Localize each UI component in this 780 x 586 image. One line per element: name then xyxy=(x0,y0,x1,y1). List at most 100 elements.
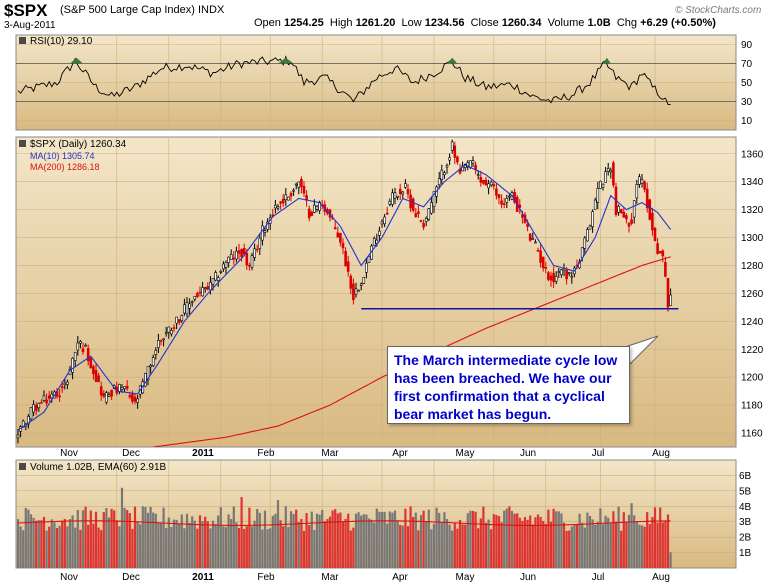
price-candle xyxy=(211,277,215,285)
month-label: Apr xyxy=(392,572,408,583)
volume-bar xyxy=(232,506,235,568)
volume-bar xyxy=(248,507,251,568)
price-candle xyxy=(456,156,459,163)
volume-bar xyxy=(84,506,87,568)
price-candle xyxy=(352,283,355,301)
price-candle xyxy=(383,216,386,225)
price-candle xyxy=(526,223,529,227)
price-candle xyxy=(224,261,228,268)
price-candle xyxy=(214,272,217,281)
rsi-overbought-fill xyxy=(603,57,611,64)
price-candle xyxy=(601,183,605,188)
volume-bar xyxy=(321,509,324,568)
volume-bar xyxy=(206,521,209,568)
price-candle xyxy=(492,184,496,187)
volume-bar xyxy=(555,511,558,568)
volume-bar xyxy=(435,507,438,568)
rsi-tick-label: 10 xyxy=(741,116,753,127)
price-candle xyxy=(287,196,290,201)
volume-bar xyxy=(50,519,53,568)
price-candle xyxy=(29,407,33,420)
price-candle xyxy=(362,277,366,284)
price-candle xyxy=(539,250,542,263)
volume-bar xyxy=(261,529,264,568)
price-candle xyxy=(448,157,451,161)
price-candle xyxy=(669,294,672,306)
price-candle xyxy=(346,261,350,272)
price-candle xyxy=(593,199,597,210)
volume-bar xyxy=(503,510,506,568)
price-candle xyxy=(658,251,662,254)
price-candle xyxy=(497,194,501,199)
price-candle xyxy=(643,181,646,190)
volume-bar xyxy=(274,513,277,568)
price-candle xyxy=(245,252,249,266)
price-candle xyxy=(229,254,233,260)
price-candle xyxy=(333,227,337,230)
volume-bar xyxy=(123,507,126,568)
volume-bar xyxy=(596,521,599,568)
volume-bar xyxy=(102,512,105,568)
price-candle xyxy=(123,386,126,389)
volume-label: Volume 1.02B, EMA(60) 2.91B xyxy=(30,462,167,473)
volume-bar xyxy=(443,512,446,568)
price-tick-label: 1320 xyxy=(741,205,764,216)
price-candle xyxy=(172,327,176,329)
volume-bar xyxy=(396,520,399,568)
volume-bar xyxy=(139,524,142,568)
price-candle xyxy=(89,357,93,369)
volume-bar xyxy=(336,513,339,568)
price-candle xyxy=(359,283,363,286)
price-candle xyxy=(482,179,485,184)
volume-bar xyxy=(469,510,472,568)
price-candle xyxy=(154,350,158,355)
price-candle xyxy=(367,256,371,263)
volume-bar xyxy=(640,525,644,568)
month-label: May xyxy=(456,572,475,583)
price-candle xyxy=(183,304,186,314)
price-candle xyxy=(630,219,633,224)
price-candle xyxy=(203,287,207,290)
price-candle xyxy=(32,404,35,413)
volume-bar xyxy=(479,518,482,568)
price-candle xyxy=(216,277,220,281)
volume-bar xyxy=(344,519,347,568)
chart-header: $SPX (S&P 500 Large Cap Index) INDX 3-Au… xyxy=(0,0,780,34)
volume-bar xyxy=(211,520,215,568)
rsi-tick-label: 70 xyxy=(741,59,753,70)
price-candle xyxy=(63,382,67,386)
volume-bar xyxy=(352,527,355,568)
price-candle xyxy=(73,351,77,361)
volume-bar xyxy=(406,526,410,568)
price-candle xyxy=(188,303,191,309)
volume-bar xyxy=(94,511,98,568)
price-candle xyxy=(617,206,620,213)
volume-bar xyxy=(542,520,545,568)
price-candle xyxy=(16,434,20,439)
close-label: Close xyxy=(470,17,499,29)
price-candle xyxy=(354,288,358,295)
price-candle xyxy=(365,262,368,273)
stockcharts-brand: © StockCharts.com xyxy=(675,5,762,16)
volume-bar xyxy=(313,530,316,568)
volume-bar xyxy=(357,512,360,568)
volume-bar xyxy=(609,522,612,568)
volume-bar xyxy=(386,523,389,568)
month-label: Mar xyxy=(321,572,339,583)
price-candle xyxy=(378,230,381,236)
price-candle xyxy=(81,348,85,353)
volume-bar xyxy=(570,526,573,568)
price-candle xyxy=(27,416,30,425)
volume-bar xyxy=(284,506,287,568)
price-candle xyxy=(292,189,295,192)
ohlc-readout: Open 1254.25 High 1261.20 Low 1234.56 Cl… xyxy=(254,17,716,29)
volume-bar xyxy=(204,516,207,568)
volume-bar xyxy=(648,524,651,568)
price-candle xyxy=(466,162,470,168)
volume-bar xyxy=(492,514,495,568)
volume-bar xyxy=(287,526,290,568)
price-candle xyxy=(474,164,477,170)
price-candle xyxy=(131,393,134,402)
volume-bar xyxy=(300,518,303,568)
volume-bar xyxy=(659,507,662,568)
